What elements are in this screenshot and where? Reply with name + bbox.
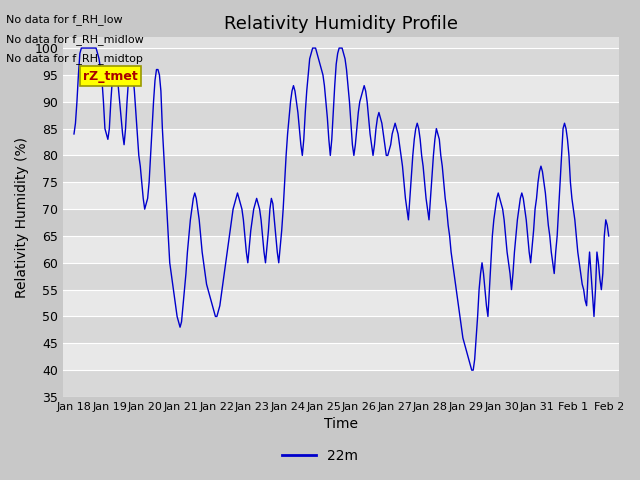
Line: 22m: 22m xyxy=(74,48,609,370)
Bar xyxy=(63,343,620,370)
Bar xyxy=(63,182,620,209)
Bar xyxy=(63,75,620,102)
22m xyxy=(142,201,150,206)
Bar xyxy=(63,209,620,236)
Bar xyxy=(63,156,620,182)
Bar xyxy=(63,316,620,343)
22m xyxy=(207,298,215,303)
22m xyxy=(447,249,455,255)
Bar xyxy=(63,370,620,397)
22m xyxy=(79,45,86,51)
Bar xyxy=(63,263,620,289)
22m xyxy=(77,45,85,51)
Text: No data for f_RH_midtop: No data for f_RH_midtop xyxy=(6,53,143,64)
Bar xyxy=(63,102,620,129)
22m xyxy=(92,45,100,51)
22m xyxy=(73,99,81,105)
22m xyxy=(605,233,612,239)
Text: No data for f_RH_low: No data for f_RH_low xyxy=(6,14,123,25)
Bar xyxy=(63,236,620,263)
Legend: 22m: 22m xyxy=(276,443,364,468)
Title: Relativity Humidity Profile: Relativity Humidity Profile xyxy=(225,15,458,33)
22m xyxy=(468,367,476,373)
Bar xyxy=(63,129,620,156)
Y-axis label: Relativity Humidity (%): Relativity Humidity (%) xyxy=(15,137,29,298)
Bar xyxy=(63,289,620,316)
22m xyxy=(70,131,78,137)
Text: rZ_tmet: rZ_tmet xyxy=(83,70,138,83)
X-axis label: Time: Time xyxy=(324,418,358,432)
Text: No data for f_RH_midlow: No data for f_RH_midlow xyxy=(6,34,144,45)
Bar xyxy=(63,48,620,75)
